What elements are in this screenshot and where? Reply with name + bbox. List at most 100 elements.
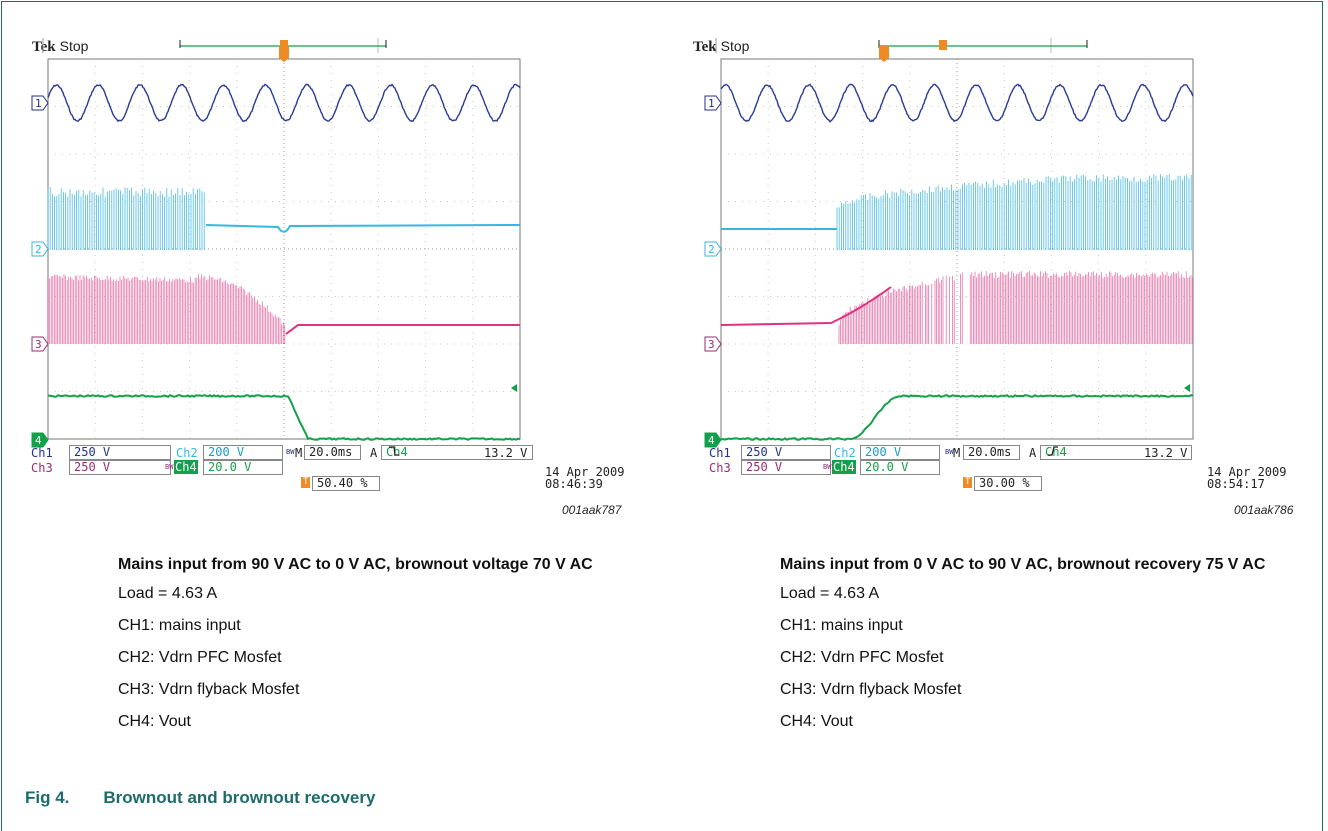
trigger-time-pointer [879, 58, 889, 62]
timebase-value: 20.0ms [304, 445, 361, 460]
channel-3-marker [704, 336, 722, 352]
rising-edge-icon [1048, 446, 1058, 456]
timebase-prefix: M [295, 446, 303, 460]
ch1-waveform [47, 83, 521, 123]
scope-brand: Tek Stop [32, 38, 89, 55]
ch3-waveform [285, 324, 520, 335]
channel-4-marker-label: 4 [708, 434, 715, 447]
ch4-label: Ch4 [832, 460, 856, 474]
ch3-scale: 250 V [69, 460, 171, 475]
caption-ch3: CH3: Vdrn flyback Mosfet [780, 681, 962, 698]
caption-ch4: CH4: Vout [118, 713, 191, 730]
ch3-label: Ch3 [709, 461, 731, 475]
channel-1-marker-label: 1 [708, 97, 715, 110]
bw-mark-ch3: BW [165, 463, 174, 471]
caption-ch2: CH2: Vdrn PFC Mosfet [780, 649, 944, 666]
ch3-scale: 250 V [741, 460, 831, 475]
ch3-label: Ch3 [31, 461, 53, 475]
ch4-label: Ch4 [174, 460, 198, 474]
bw-mark-ch2: BW [286, 448, 295, 456]
caption-right: Mains input from 0 V AC to 90 V AC, brow… [780, 554, 1280, 731]
ch2-switching-burst [836, 174, 1192, 250]
trigger-prefix: A [370, 446, 378, 460]
caption-load: Load = 4.63 A [118, 585, 218, 602]
channel-3-marker-label: 3 [708, 338, 715, 351]
channel-3-marker [31, 336, 49, 352]
caption-ch4: CH4: Vout [780, 713, 853, 730]
ch1-waveform [720, 83, 1194, 123]
ch1-scale: 250 V [69, 445, 171, 460]
figure-reference: 001aak786 [1234, 503, 1294, 517]
capture-time: 08:54:17 [1207, 477, 1265, 491]
figure-number: Fig 4. [25, 788, 70, 807]
trigger-time-marker [279, 46, 289, 58]
channel-1-marker [31, 95, 49, 111]
figure-title: Brownout and brownout recovery [103, 788, 376, 807]
trigger-time-marker [879, 46, 889, 58]
ch2-label: Ch2 [834, 446, 856, 460]
channel-2-marker [31, 241, 49, 257]
caption-title: Mains input from 0 V AC to 90 V AC, brow… [780, 556, 1266, 573]
capture-date: 14 Apr 2009 [545, 465, 625, 479]
scope-brand: Tek Stop [693, 38, 750, 55]
trigger-level-marker [1184, 384, 1190, 392]
timebase-value: 20.0ms [963, 445, 1020, 460]
capture-time: 08:46:39 [545, 477, 603, 491]
ch2-switching-burst [47, 187, 205, 250]
ch4-waveform [720, 394, 1194, 441]
channel-4-marker [704, 432, 722, 448]
trigger-level-marker [511, 384, 517, 392]
bw-mark-ch2: BW [945, 448, 954, 456]
channel-1-marker [704, 95, 722, 111]
caption-title: Mains input from 90 V AC to 0 V AC, brow… [118, 556, 593, 573]
ch2-label: Ch2 [176, 446, 198, 460]
ch4-scale: 20.0 V [203, 460, 283, 475]
capture-date: 14 Apr 2009 [1207, 465, 1287, 479]
waveform-display: 1 2 3 4 [31, 38, 521, 448]
caption-ch3: CH3: Vdrn flyback Mosfet [118, 681, 300, 698]
channel-4-marker-label: 4 [35, 434, 42, 447]
ch3-switching-burst [47, 274, 286, 344]
trigger-time-pointer [279, 58, 289, 62]
trigger-position-icon [280, 40, 288, 50]
ch3-waveform [720, 286, 892, 326]
caption-ch2: CH2: Vdrn PFC Mosfet [118, 649, 282, 666]
oscilloscope-capture-right: Tek Stop 1 2 3 4 Ch1 250 V Ch2 200 V BW M 20… [689, 36, 1319, 526]
timebase-prefix: M [953, 446, 961, 460]
trigger-position-value: 50.40 % [312, 476, 380, 491]
ch2-scale: 200 V [203, 445, 283, 460]
ch4-scale: 20.0 V [860, 460, 940, 475]
trigger-position-icon: T [301, 477, 311, 488]
figure-reference: 001aak787 [562, 503, 622, 517]
figure-caption: Fig 4. Brownout and brownout recovery [25, 788, 375, 808]
caption-left: Mains input from 90 V AC to 0 V AC, brow… [118, 554, 618, 731]
ch2-scale: 200 V [860, 445, 940, 460]
falling-edge-icon [389, 446, 399, 456]
trigger-position-icon: T [963, 477, 973, 488]
ch1-label: Ch1 [709, 446, 731, 460]
ch4-waveform [47, 394, 521, 441]
trigger-prefix: A [1029, 446, 1037, 460]
caption-ch1: CH1: mains input [780, 617, 903, 634]
ch2-waveform [205, 224, 521, 233]
bw-mark-ch3: BW [823, 463, 832, 471]
acquisition-status: Stop [720, 38, 750, 54]
trigger-source: Ch4 [381, 445, 533, 460]
trigger-position-icon [939, 40, 947, 50]
caption-load: Load = 4.63 A [780, 585, 880, 602]
channel-1-marker-label: 1 [35, 97, 42, 110]
trigger-source: Ch4 [1040, 445, 1192, 460]
oscilloscope-capture-left: Tek Stop 1 2 3 4 Ch1 250 V Ch2 200 V BW M 20… [27, 36, 657, 526]
channel-2-marker-label: 2 [35, 243, 42, 256]
channel-4-marker [31, 432, 49, 448]
channel-2-marker-label: 2 [708, 243, 715, 256]
caption-ch1: CH1: mains input [118, 617, 241, 634]
trigger-position-value: 30.00 % [974, 476, 1042, 491]
ch3-switching-burst [838, 271, 1193, 344]
channel-2-marker [704, 241, 722, 257]
trigger-level: 13.2 V [1144, 446, 1188, 460]
waveform-display: 1 2 3 4 [704, 38, 1194, 448]
ch1-label: Ch1 [31, 446, 53, 460]
acquisition-status: Stop [59, 38, 89, 54]
